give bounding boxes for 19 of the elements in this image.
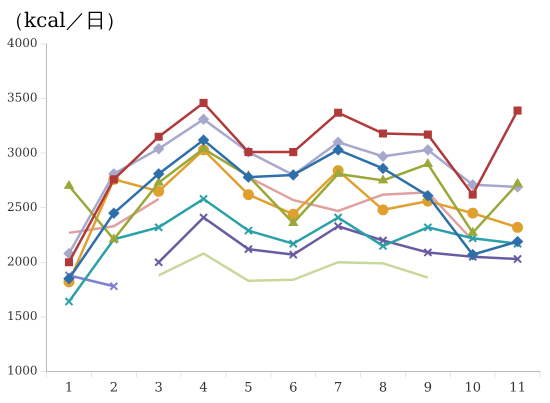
- x-tick-label: 6: [289, 380, 298, 396]
- x-tick-label: 10: [464, 380, 481, 396]
- y-tick-label: 2000: [6, 254, 38, 268]
- y-tick-label: 1000: [6, 364, 38, 378]
- y-tick-label: 2500: [6, 200, 38, 214]
- y-tick-label: 4000: [6, 36, 38, 50]
- x-tick-label: 9: [424, 380, 432, 396]
- y-tick-label: 3500: [6, 90, 38, 105]
- x-tick-label: 11: [509, 380, 526, 396]
- y-tick-label: 3000: [6, 145, 38, 160]
- y-tick-label: 1500: [6, 308, 38, 323]
- x-tick-label: 8: [378, 380, 388, 396]
- chart-title: （kcal／日）: [4, 8, 126, 32]
- x-tick-label: 3: [154, 380, 163, 396]
- x-tick-label: 7: [334, 380, 342, 396]
- x-tick-label: 1: [64, 380, 74, 396]
- x-tick-label: 4: [199, 380, 208, 396]
- x-tick-label: 5: [244, 380, 253, 396]
- x-tick-label: 2: [110, 380, 118, 396]
